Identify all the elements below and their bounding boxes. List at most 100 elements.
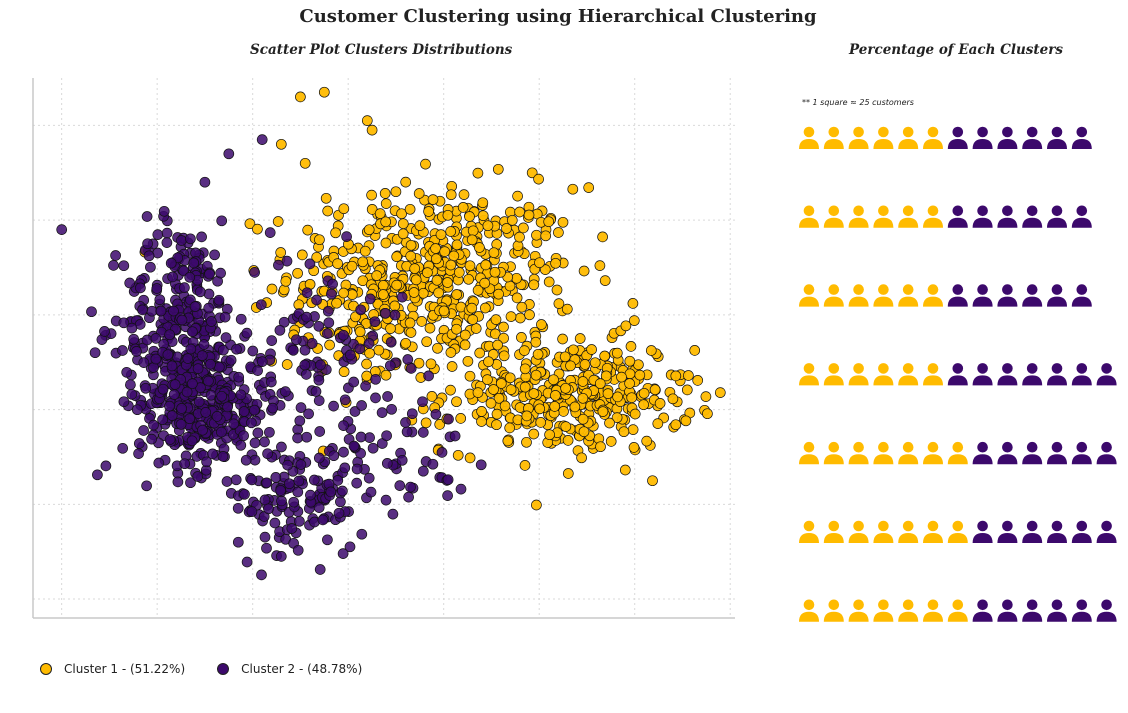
scatter-point-cluster-1 [490, 314, 502, 325]
scatter-point-cluster-1 [595, 441, 606, 453]
scatter-point-cluster-1 [535, 417, 547, 428]
scatter-point-cluster-1 [524, 309, 535, 321]
scatter-point-cluster-1 [574, 333, 586, 344]
series-cluster-1 [139, 86, 726, 511]
person-icon [898, 205, 919, 228]
scatter-point-cluster-1 [404, 203, 416, 215]
person-icon [947, 284, 968, 307]
scatter-point-cluster-1 [620, 320, 632, 332]
person-icon [898, 363, 919, 386]
scatter-point-cluster-1 [421, 336, 433, 348]
scatter-point-cluster-1 [645, 345, 657, 356]
scatter-point-cluster-1 [533, 173, 544, 185]
person-icon [972, 205, 993, 228]
person-icon [799, 205, 819, 228]
scatter-point-cluster-1 [391, 251, 403, 263]
scatter-point-cluster-1 [451, 396, 462, 408]
scatter-point-cluster-1 [482, 374, 493, 385]
legend-item-cluster-1: Cluster 1 - (51.22%) [40, 662, 185, 676]
scatter-point-cluster-1 [543, 216, 555, 228]
person-icon [972, 599, 993, 622]
scatter-point-cluster-1 [379, 188, 391, 199]
scatter-point-cluster-1 [413, 188, 425, 199]
scatter-point-cluster-1 [583, 182, 595, 193]
scatter-point-cluster-1 [602, 388, 614, 399]
scatter-point-cluster-1 [498, 350, 510, 362]
scatter-point-cluster-1 [516, 301, 528, 313]
scatter-point-cluster-1 [504, 422, 516, 434]
scatter-point-cluster-1 [549, 401, 561, 412]
scatter-point-cluster-1 [435, 229, 447, 240]
legend-item-cluster-2: Cluster 2 - (48.78%) [217, 662, 362, 676]
scatter-point-cluster-1 [479, 302, 491, 314]
person-icon [923, 284, 943, 307]
scatter-point-cluster-1 [445, 384, 456, 396]
scatter-point-cluster-1 [314, 234, 325, 246]
person-icon [848, 205, 869, 228]
scatter-point-cluster-1 [489, 266, 501, 278]
scatter-point-cluster-1 [689, 345, 701, 356]
scatter-point-cluster-1 [562, 435, 574, 446]
scatter-point-cluster-1 [493, 288, 504, 300]
scatter-point-cluster-1 [416, 316, 428, 327]
person-icon [997, 520, 1018, 543]
scatter-point-cluster-1 [501, 223, 512, 234]
person-icon [1071, 126, 1092, 149]
person-icon [1047, 441, 1067, 465]
scatter-point-cluster-1 [480, 259, 492, 271]
scatter-point-cluster-1 [505, 384, 517, 395]
scatter-point-cluster-1 [519, 345, 530, 356]
scatter-point-cluster-1 [565, 360, 576, 372]
scatter-point-cluster-1 [562, 468, 574, 479]
scatter-point-cluster-1 [649, 384, 661, 396]
scatter-point-cluster-1 [597, 231, 608, 243]
scatter-point-cluster-1 [320, 192, 332, 204]
scatter-point-cluster-1 [594, 260, 606, 271]
person-icon [848, 441, 869, 465]
scatter-point-cluster-1 [526, 167, 538, 179]
scatter-point-cluster-1 [530, 336, 542, 348]
scatter-point-cluster-1 [474, 347, 486, 359]
chart-main-title: Customer Clustering using Hierarchical C… [299, 6, 817, 27]
person-icon [799, 441, 819, 465]
scatter-point-cluster-1 [540, 230, 552, 242]
scatter-point-cluster-1 [479, 277, 491, 289]
scatter-point-cluster-1 [634, 369, 646, 381]
scatter-point-cluster-1 [692, 375, 704, 386]
person-icon [1022, 205, 1043, 228]
scatter-point-cluster-1 [611, 347, 623, 359]
person-icon [1071, 363, 1092, 386]
scatter-point-cluster-1 [492, 163, 504, 175]
scatter-point-cluster-1 [338, 287, 349, 299]
scatter-point-cluster-1 [427, 194, 439, 205]
scatter-point-cluster-1 [483, 356, 494, 368]
scatter-point-cluster-1 [560, 421, 572, 432]
person-icon [799, 284, 819, 307]
scatter-point-cluster-1 [445, 189, 457, 201]
person-icon [1071, 284, 1092, 307]
scatter-point-cluster-1 [464, 370, 476, 382]
scatter-point-cluster-1 [586, 344, 597, 355]
scatter-point-cluster-1 [464, 452, 476, 464]
person-icon [848, 599, 869, 622]
person-icon [823, 599, 844, 622]
scatter-point-cluster-1 [599, 275, 611, 286]
scatter-point-cluster-1 [683, 370, 694, 381]
scatter-point-cluster-1 [654, 398, 666, 409]
person-icon [947, 520, 968, 543]
scatter-point-cluster-1 [618, 426, 630, 438]
scatter-point-cluster-1 [467, 314, 479, 325]
scatter-point-cluster-1 [519, 460, 531, 471]
person-icon [799, 126, 819, 149]
scatter-point-cluster-1 [439, 246, 451, 257]
scatter-point-cluster-1 [569, 401, 581, 413]
person-icon [848, 363, 869, 386]
person-icon [823, 520, 844, 543]
scatter-point-cluster-1 [491, 408, 503, 420]
scatter-point-cluster-1 [530, 369, 542, 381]
scatter-point-cluster-1 [409, 263, 421, 274]
scatter-point-cluster-1 [638, 399, 649, 411]
scatter-point-cluster-1 [680, 415, 692, 427]
scatter-point-cluster-1 [452, 449, 464, 461]
